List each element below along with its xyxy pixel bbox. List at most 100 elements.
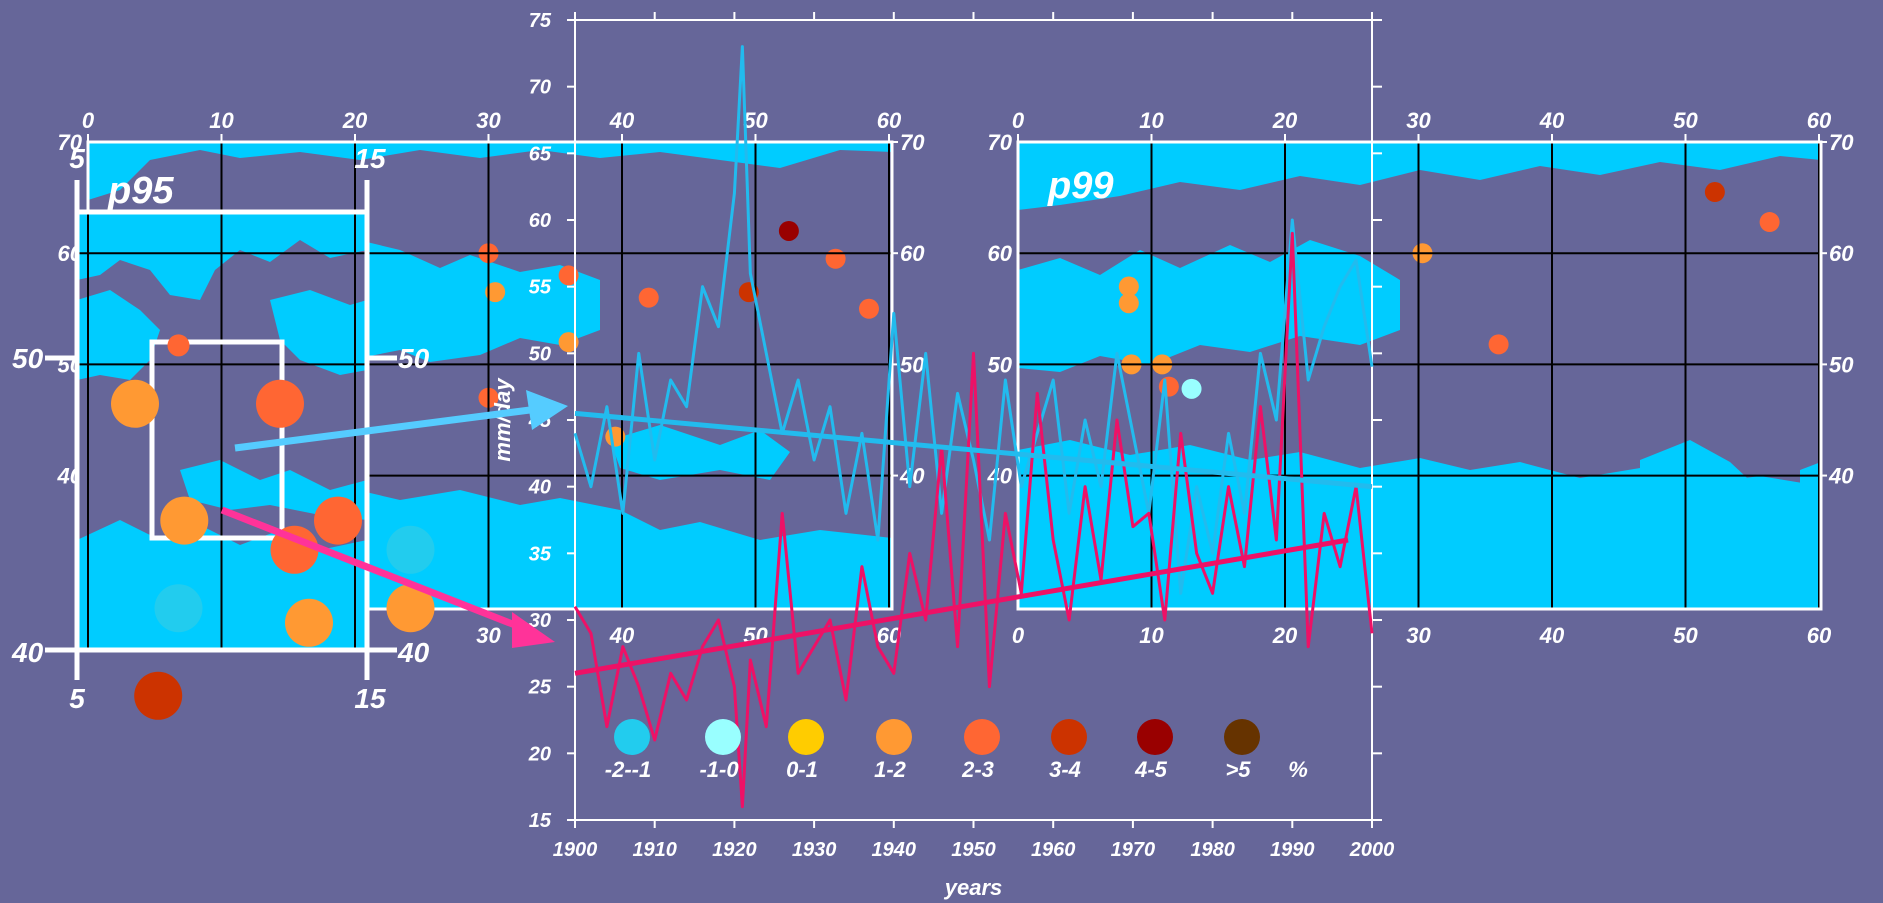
map-lon-tick-label: 10 xyxy=(1139,623,1164,648)
map-dot xyxy=(1118,276,1139,297)
x-axis-label: years xyxy=(944,875,1003,900)
legend: -2--1 -1-0 0-1 1-2 2-3 3-4 4-5 >5% xyxy=(605,719,1308,782)
x-tick-label: 1990 xyxy=(1270,839,1315,861)
map-dot xyxy=(1181,378,1202,399)
legend-label: 0-1 xyxy=(786,757,818,782)
x-tick-label: 1950 xyxy=(951,839,996,861)
inset-dots xyxy=(111,334,435,720)
y-tick-label: 75 xyxy=(529,10,552,32)
map-lon-tick-label: 20 xyxy=(1272,108,1298,133)
x-tick-label: 2000 xyxy=(1349,839,1395,861)
map-lat-tick-label: 40 xyxy=(1828,464,1854,489)
map-lon-tick-label: 20 xyxy=(342,108,368,133)
inset-dot xyxy=(386,584,435,633)
map-lat-tick-label: 70 xyxy=(1829,130,1854,155)
map-frame xyxy=(1016,140,1823,611)
map-dot xyxy=(1759,212,1780,233)
map-lon-tick-label: 30 xyxy=(476,108,501,133)
inset-lon-label: 15 xyxy=(354,143,386,174)
x-tick-label: 1970 xyxy=(1111,839,1156,861)
map-lon-tick-label: 0 xyxy=(1012,108,1025,133)
inset-dot xyxy=(134,671,183,720)
y-tick-label: 35 xyxy=(529,543,552,565)
inset-dot xyxy=(285,598,333,647)
legend-label: 4-5 xyxy=(1134,757,1168,782)
legend-swatch xyxy=(1137,719,1173,755)
map-lon-tick-label: 40 xyxy=(1539,623,1565,648)
map-lon-tick-label: 60 xyxy=(877,108,902,133)
map-lon-tick-label: 30 xyxy=(1406,623,1431,648)
map-lon-tick-label: 0 xyxy=(82,108,95,133)
y-tick-label: 60 xyxy=(529,210,551,232)
map-dot xyxy=(1704,182,1725,203)
legend-label: >5 xyxy=(1225,757,1251,782)
legend-swatch xyxy=(705,719,741,755)
inset-lon-label: 15 xyxy=(354,683,386,714)
map-lon-tick-label: 50 xyxy=(1673,108,1698,133)
legend-label: 1-2 xyxy=(874,757,907,782)
x-tick-label: 1980 xyxy=(1190,839,1235,861)
legend-unit: % xyxy=(1288,757,1308,782)
legend-swatch xyxy=(964,719,1000,755)
map-lon-tick-label: 20 xyxy=(1272,623,1298,648)
map-dot xyxy=(558,332,579,353)
p99-arrow-line xyxy=(220,506,522,631)
y-tick-label: 50 xyxy=(529,343,551,365)
inset-lat-label: 40 xyxy=(11,637,44,668)
legend-swatch xyxy=(614,719,650,755)
y-tick-label: 25 xyxy=(528,677,552,699)
y-tick-label: 65 xyxy=(529,143,552,165)
inset-dot xyxy=(386,525,435,574)
inset-lat-label: 40 xyxy=(397,637,430,668)
legend-label: -1-0 xyxy=(699,757,739,782)
x-tick-label: 1940 xyxy=(872,839,917,861)
map-dot xyxy=(858,298,879,319)
arrows xyxy=(220,390,568,648)
x-tick-label: 1920 xyxy=(712,839,757,861)
map-lon-tick-label: 10 xyxy=(1139,108,1164,133)
inset-grid: 5 15 5 15 50 50 40 40 xyxy=(11,143,430,714)
map-dot xyxy=(485,282,506,303)
map-lat-tick-label: 70 xyxy=(900,130,925,155)
trend-line-p99 xyxy=(574,537,1349,676)
y-tick-label: 40 xyxy=(528,477,551,499)
p99-title: p99 xyxy=(1047,165,1113,207)
trend-line-p95 xyxy=(574,410,1373,490)
legend-swatch xyxy=(876,719,912,755)
x-tick-label: 1960 xyxy=(1031,839,1076,861)
map-lat-tick-label: 60 xyxy=(1829,241,1854,266)
inset-dot xyxy=(154,584,203,633)
map-lat-tick-label: 70 xyxy=(58,130,83,155)
series-line-p99 xyxy=(573,231,1374,809)
legend-label: 2-3 xyxy=(961,757,994,782)
map-lat-tick-label: 60 xyxy=(900,241,925,266)
map-lon-tick-label: 40 xyxy=(1539,108,1565,133)
map-lon-tick-label: 10 xyxy=(209,108,234,133)
map-dot xyxy=(778,220,799,241)
timeseries-series xyxy=(573,45,1374,809)
map-lon-tick-label: 50 xyxy=(1673,623,1698,648)
map-dot xyxy=(558,265,579,286)
y-tick-label: 20 xyxy=(528,743,551,765)
inset-dot xyxy=(314,496,362,545)
p95-inset: 5 15 5 15 50 50 40 40 p95 xyxy=(11,143,435,720)
map-lat-tick-label: 60 xyxy=(988,241,1013,266)
y-tick-label: 70 xyxy=(529,77,551,99)
x-tick-label: 1930 xyxy=(792,839,837,861)
map-lon-tick-label: 50 xyxy=(743,108,768,133)
map-dot xyxy=(1488,334,1509,355)
inset-dot xyxy=(167,334,190,357)
legend-swatch xyxy=(1051,719,1087,755)
map-lat-tick-label: 70 xyxy=(988,130,1013,155)
map-lon-tick-label: 60 xyxy=(1807,108,1832,133)
p95-title: p95 xyxy=(107,170,174,212)
map-lon-tick-label: 60 xyxy=(1807,623,1832,648)
map-lon-tick-label: 40 xyxy=(609,108,635,133)
map-dot xyxy=(1118,293,1139,314)
inset-lon-label: 5 xyxy=(69,143,85,174)
x-tick-label: 1900 xyxy=(553,839,598,861)
legend-label: -2--1 xyxy=(605,757,651,782)
p99-arrow-head xyxy=(512,612,555,648)
map-lon-tick-label: 40 xyxy=(609,623,635,648)
